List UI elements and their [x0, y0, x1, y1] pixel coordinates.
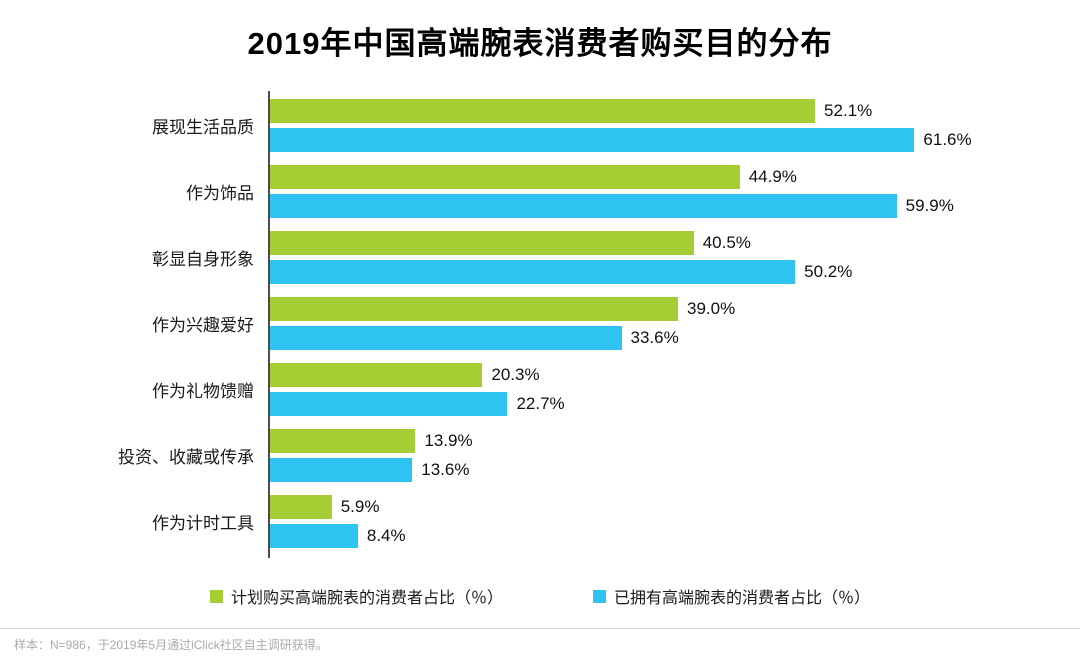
category-label: 投资、收藏或传承 — [118, 448, 254, 467]
bar-group: 展现生活品质 52.1% 61.6% — [0, 99, 972, 152]
bar-pair: 39.0% 33.6% — [268, 297, 950, 350]
bar-value-label: 20.3% — [491, 365, 540, 384]
category-label: 作为饰品 — [186, 184, 254, 203]
bar-owned — [270, 260, 796, 284]
bar-row: 50.2% — [270, 260, 950, 284]
legend-swatch-owned-icon — [593, 589, 606, 603]
bar-row: 59.9% — [270, 194, 954, 218]
bar-planned — [270, 165, 740, 189]
bar-value-label: 52.1% — [824, 101, 873, 120]
bar-pair: 44.9% 59.9% — [268, 165, 954, 218]
bar-row: 20.3% — [270, 363, 950, 387]
legend-swatch-planned-icon — [209, 589, 223, 603]
bar-row: 44.9% — [270, 165, 950, 189]
category-label: 展现生活品质 — [152, 118, 254, 137]
bar-value-label: 61.6% — [923, 130, 972, 149]
category-label: 作为兴趣爱好 — [152, 316, 254, 335]
chart-title: 2019年中国高端腕表消费者购买目的分布 — [247, 26, 833, 61]
sample-note: 样本：N=986，于2019年5月通过iClick社区自主调研获得。 — [14, 638, 328, 652]
bar-pair: 5.9% 8.4% — [268, 495, 950, 548]
bar-pair: 52.1% 61.6% — [268, 99, 972, 152]
bar-row: 61.6% — [270, 128, 972, 152]
bar-value-label: 50.2% — [804, 262, 853, 281]
bar-chart: 展现生活品质 52.1% 61.6% 作为饰品 44.9% 59.9% 彰显自身形象 40.5… — [0, 91, 1080, 558]
bar-value-label: 13.9% — [424, 431, 473, 450]
bar-value-label: 5.9% — [340, 497, 380, 516]
bar-pair: 40.5% 50.2% — [268, 231, 950, 284]
bar-group: 彰显自身形象 40.5% 50.2% — [0, 231, 950, 284]
bar-row: 22.7% — [270, 392, 950, 416]
bar-value-label: 13.6% — [421, 460, 470, 479]
legend-label-planned: 计划购买高端腕表的消费者占比（％） — [230, 590, 503, 607]
legend-label-owned: 已拥有高端腕表的消费者占比（％） — [614, 590, 871, 607]
bar-value-label: 33.6% — [630, 328, 679, 347]
bar-owned — [270, 128, 915, 152]
bar-value-label: 39.0% — [687, 299, 736, 318]
bar-row: 13.9% — [270, 429, 950, 453]
legend-item-owned: 已拥有高端腕表的消费者占比（％） — [593, 584, 870, 608]
bar-row: 40.5% — [270, 231, 950, 255]
bar-group: 投资、收藏或传承 13.9% 13.6% — [0, 429, 950, 482]
bar-value-label: 22.7% — [516, 394, 565, 413]
bar-planned — [270, 429, 416, 453]
bar-value-label: 59.9% — [905, 196, 954, 215]
bar-group: 作为兴趣爱好 39.0% 33.6% — [0, 297, 950, 350]
y-axis-line — [268, 91, 270, 558]
category-label: 彰显自身形象 — [152, 250, 254, 269]
bar-row: 13.6% — [270, 458, 950, 482]
bar-pair: 20.3% 22.7% — [268, 363, 950, 416]
bar-planned — [270, 363, 483, 387]
legend: 计划购买高端腕表的消费者占比（％） 已拥有高端腕表的消费者占比（％） — [0, 584, 1080, 608]
bar-row: 39.0% — [270, 297, 950, 321]
bar-row: 52.1% — [270, 99, 950, 123]
category-label: 作为礼物馈赠 — [152, 382, 254, 401]
bar-owned — [270, 326, 622, 350]
bar-planned — [270, 99, 816, 123]
bar-owned — [270, 524, 358, 548]
note-divider — [0, 628, 1080, 629]
bar-value-label: 8.4% — [366, 526, 406, 545]
bar-value-label: 40.5% — [702, 233, 751, 252]
bar-group: 作为饰品 44.9% 59.9% — [0, 165, 954, 218]
bar-planned — [270, 495, 332, 519]
bar-row: 8.4% — [270, 524, 950, 548]
bar-owned — [270, 392, 508, 416]
bar-row: 33.6% — [270, 326, 950, 350]
bar-owned — [270, 194, 897, 218]
bar-row: 5.9% — [270, 495, 950, 519]
bar-groups: 展现生活品质 52.1% 61.6% 作为饰品 44.9% 59.9% 彰显自身形象 40.5… — [0, 99, 972, 548]
bar-planned — [270, 297, 678, 321]
bar-planned — [270, 231, 694, 255]
legend-item-planned: 计划购买高端腕表的消费者占比（％） — [209, 584, 503, 608]
bar-group: 作为礼物馈赠 20.3% 22.7% — [0, 363, 950, 416]
category-label: 作为计时工具 — [152, 514, 254, 533]
bar-pair: 13.9% 13.6% — [268, 429, 950, 482]
bar-owned — [270, 458, 413, 482]
bar-group: 作为计时工具 5.9% 8.4% — [0, 495, 950, 548]
bar-value-label: 44.9% — [748, 167, 797, 186]
